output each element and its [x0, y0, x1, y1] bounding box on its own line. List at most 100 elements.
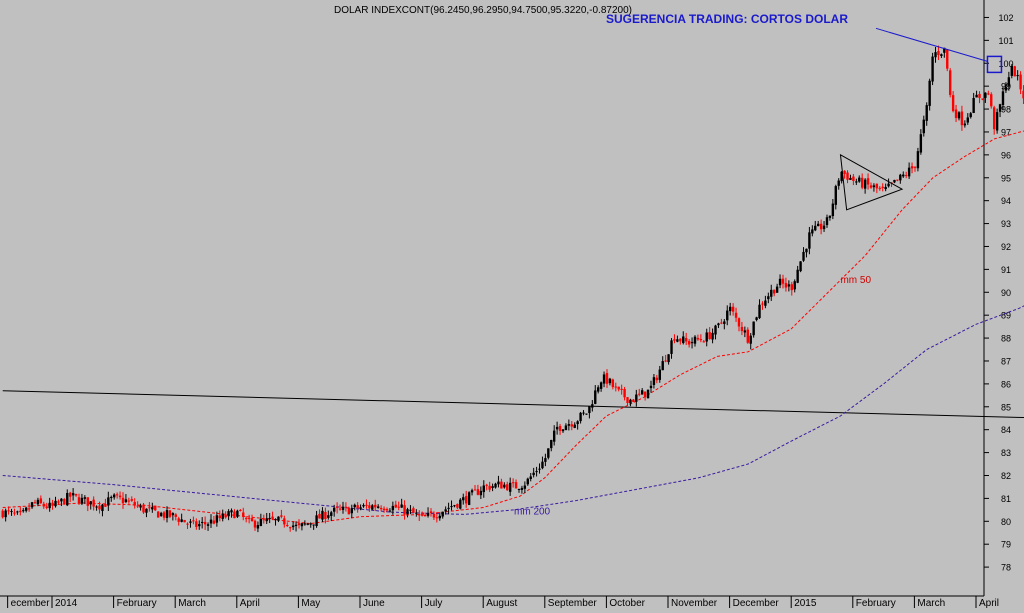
candle-body	[863, 179, 867, 189]
x-tick-label: September	[548, 598, 598, 608]
y-tick-label: 78	[1001, 563, 1011, 573]
y-tick-label: 89	[1001, 311, 1011, 321]
candle-body	[506, 484, 509, 491]
candle-body	[239, 510, 242, 512]
candle-body	[517, 488, 521, 490]
candle-body	[567, 424, 571, 426]
candle-body	[224, 514, 227, 518]
candle-body	[646, 389, 650, 399]
mm50-label: mm 50	[840, 275, 871, 286]
candle-body	[749, 335, 752, 344]
candle-body	[359, 507, 362, 509]
candle-body	[975, 94, 978, 98]
x-tick-label: December	[733, 598, 780, 608]
x-tick-label: August	[486, 598, 517, 608]
candle-body	[388, 510, 392, 512]
candle-body	[347, 507, 351, 515]
candle-body	[444, 509, 447, 512]
candle-body	[740, 326, 744, 332]
candle-body	[834, 186, 837, 205]
x-tick-label: 2014	[55, 598, 78, 608]
candle-body	[746, 329, 749, 343]
candle-body	[174, 514, 177, 517]
candle-body	[605, 373, 609, 384]
candle-body	[80, 497, 84, 504]
candle-body	[497, 481, 500, 485]
candle-body	[376, 506, 380, 508]
candle-body	[500, 481, 503, 489]
candle-body	[948, 70, 952, 95]
trading-suggestion-label: SUGERENCIA TRADING: CORTOS DOLAR	[606, 12, 848, 26]
candle-body	[772, 289, 776, 294]
candle-body	[39, 498, 43, 504]
candle-body	[717, 323, 720, 326]
candle-body	[467, 492, 471, 505]
candle-body	[585, 413, 588, 415]
candle-body	[156, 511, 160, 518]
candle-body	[1, 510, 4, 518]
candle-body	[479, 490, 483, 496]
candle-body	[840, 171, 843, 182]
candle-body	[68, 492, 72, 497]
candle-body	[602, 374, 606, 384]
x-tick-label: March	[917, 598, 945, 608]
candle-body	[963, 123, 967, 126]
candle-body	[761, 303, 764, 305]
candle-body	[614, 386, 617, 388]
candle-body	[796, 269, 799, 283]
candle-body	[981, 98, 984, 100]
candle-body	[611, 379, 615, 388]
candle-body	[775, 286, 779, 293]
y-tick-label: 96	[1001, 150, 1011, 160]
candle-body	[579, 412, 582, 422]
candle-body	[312, 524, 315, 526]
y-tick-label: 91	[1001, 265, 1011, 275]
candle-body	[629, 399, 632, 404]
candle-body	[550, 439, 553, 449]
candle-body	[858, 177, 861, 182]
candle-body	[728, 306, 732, 312]
candle-body	[940, 54, 943, 56]
candle-body	[274, 519, 277, 521]
candle-body	[635, 394, 638, 402]
candle-body	[843, 170, 846, 174]
y-tick-label: 93	[1001, 219, 1011, 229]
candle-body	[303, 523, 307, 525]
candle-body	[523, 485, 527, 489]
candle-body	[811, 229, 814, 234]
candle-body	[984, 92, 987, 98]
candle-body	[36, 499, 40, 505]
candle-body	[822, 225, 826, 230]
candle-body	[814, 225, 817, 231]
candle-body	[283, 518, 286, 525]
candle-body	[420, 514, 424, 516]
candle-body	[77, 497, 81, 504]
candle-body	[667, 354, 670, 363]
candle-body	[330, 512, 333, 516]
candle-body	[418, 514, 421, 516]
candle-body	[403, 505, 406, 515]
candle-body	[33, 502, 37, 504]
x-tick-label: October	[609, 598, 645, 608]
candle-body	[247, 518, 251, 520]
x-tick-label: February	[117, 598, 157, 608]
candle-body	[561, 429, 565, 432]
candle-body	[19, 510, 22, 513]
candle-body	[711, 332, 714, 340]
candle-body	[27, 508, 31, 510]
chart-title: DOLAR INDEXCONT(96.2450,96.2950,94.7500,…	[334, 5, 632, 16]
candle-body	[288, 527, 292, 529]
candle-body	[937, 51, 940, 56]
candle-body	[203, 521, 207, 525]
candle-body	[896, 179, 899, 181]
candle-body	[338, 508, 342, 510]
trading-callout	[875, 27, 1003, 74]
candle-body	[168, 510, 172, 517]
candle-body	[438, 515, 441, 519]
candle-body	[1010, 65, 1013, 76]
candle-body	[878, 187, 881, 189]
candle-body	[233, 511, 236, 519]
candle-body	[670, 340, 673, 354]
candle-body	[447, 507, 450, 509]
candle-body	[236, 510, 239, 517]
